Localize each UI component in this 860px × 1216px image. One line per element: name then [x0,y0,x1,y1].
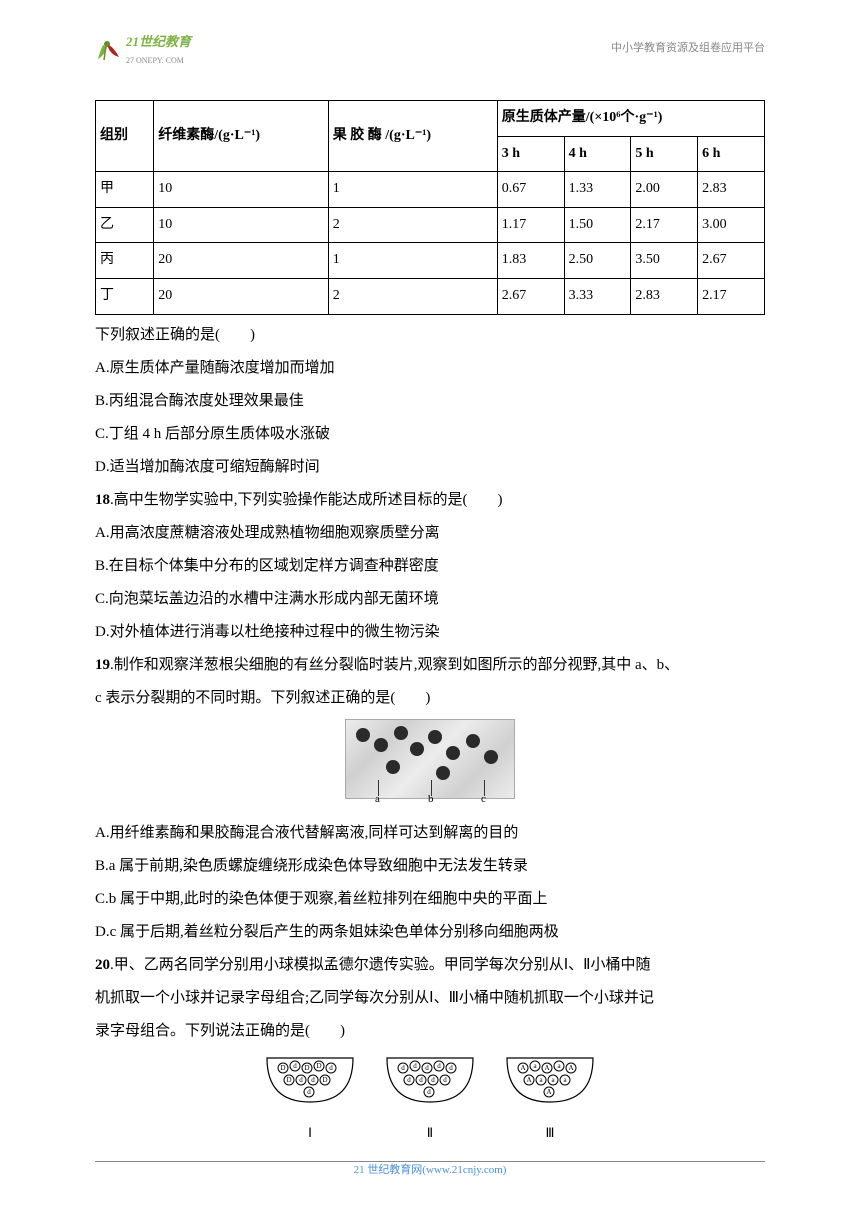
svg-text:D: D [316,1062,321,1070]
q19-stem1: .制作和观察洋葱根尖细胞的有丝分裂临时装片,观察到如图所示的部分视野,其中 a、… [110,657,679,673]
enzyme-table: 组别 纤维素酶/(g·L⁻¹) 果 胶 酶 /(g·L⁻¹) 原生质体产量/(×… [95,100,765,315]
q19-optD: D.c 属于后期,着丝粒分裂后产生的两条姐妹染色单体分别移向细胞两极 [95,916,765,949]
svg-text:d: d [425,1064,429,1072]
svg-text:A: A [546,1088,551,1096]
subcol-4h: 4 h [564,136,631,172]
svg-text:d: d [307,1088,311,1096]
img-label-a: a [375,787,380,811]
svg-text:d: d [431,1076,435,1084]
q18-optC: C.向泡菜坛盖边沿的水槽中注满水形成内部无菌环境 [95,583,765,616]
svg-text:d: d [311,1076,315,1084]
svg-text:d: d [293,1062,297,1070]
q18-optA: A.用高浓度蔗糖溶液处理成熟植物细胞观察质壁分离 [95,517,765,550]
svg-text:a: a [551,1076,555,1084]
img-label-b: b [428,787,434,811]
svg-text:d: d [449,1064,453,1072]
table-row: 乙 10 2 1.17 1.50 2.17 3.00 [96,207,765,243]
svg-text:d: d [419,1076,423,1084]
q19-stem2: c 表示分裂期的不同时期。下列叙述正确的是( ) [95,682,765,715]
q19-number: 19 [95,657,110,673]
table-row: 甲 10 1 0.67 1.33 2.00 2.83 [96,172,765,208]
bucket-1-icon: D d D D d D d d D d [265,1056,355,1104]
q18-number: 18 [95,492,110,508]
page-footer: 21 世纪教育网(www.21cnjy.com) [0,1160,860,1181]
svg-text:d: d [329,1064,333,1072]
bucket-2-label: Ⅱ [385,1119,475,1148]
svg-text:d: d [407,1076,411,1084]
q18-stem: .高中生物学实验中,下列实验操作能达成所述目标的是( ) [110,492,503,508]
subcol-6h: 6 h [698,136,765,172]
svg-text:d: d [427,1088,431,1096]
subcol-5h: 5 h [631,136,698,172]
content-body: 组别 纤维素酶/(g·L⁻¹) 果 胶 酶 /(g·L⁻¹) 原生质体产量/(×… [95,100,765,1147]
subcol-3h: 3 h [497,136,564,172]
logo-text: 21世纪教育 [126,30,191,55]
q17-optD: D.适当增加酶浓度可缩短酶解时间 [95,451,765,484]
svg-text:A: A [544,1064,549,1072]
question-20: 20.甲、乙两名同学分别用小球模拟孟德尔遗传实验。甲同学每次分别从Ⅰ、Ⅱ小桶中随… [95,949,765,1148]
svg-text:a: a [533,1062,537,1070]
logo: 21世纪教育 27 ONEPY. COM [95,30,191,68]
svg-text:D: D [280,1064,285,1072]
q18-optB: B.在目标个体集中分布的区域划定样方调查种群密度 [95,550,765,583]
logo-icon [95,37,123,61]
bucket-3-label: Ⅲ [505,1119,595,1148]
question-19: 19.制作和观察洋葱根尖细胞的有丝分裂临时装片,观察到如图所示的部分视野,其中 … [95,649,765,949]
svg-text:a: a [563,1076,567,1084]
question-17-tail: 下列叙述正确的是( ) A.原生质体产量随酶浓度增加而增加 B.丙组混合酶浓度处… [95,319,765,484]
col-group: 组别 [96,101,154,172]
svg-text:A: A [568,1064,573,1072]
q19-optA: A.用纤维素酶和果胶酶混合液代替解离液,同样可达到解离的目的 [95,817,765,850]
bucket-2-icon: d d d d d d d d d d [385,1056,475,1104]
q17-optA: A.原生质体产量随酶浓度增加而增加 [95,352,765,385]
header-right-text: 中小学教育资源及组卷应用平台 [611,38,765,59]
question-18: 18.高中生物学实验中,下列实验操作能达成所述目标的是( ) A.用高浓度蔗糖溶… [95,484,765,649]
table-row: 丁 20 2 2.67 3.33 2.83 2.17 [96,278,765,314]
svg-text:A: A [526,1076,531,1084]
q20-number: 20 [95,957,110,973]
bucket-1-label: Ⅰ [265,1119,355,1148]
bucket-diagram: D d D D d D d d D d Ⅰ [95,1056,765,1148]
microscopy-image: a b c [345,719,515,799]
q17-optB: B.丙组混合酶浓度处理效果最佳 [95,385,765,418]
table-row: 丙 20 1 1.83 2.50 3.50 2.67 [96,243,765,279]
svg-text:D: D [286,1076,291,1084]
svg-text:a: a [539,1076,543,1084]
svg-text:d: d [413,1062,417,1070]
q20-stem1: .甲、乙两名同学分别用小球模拟孟德尔遗传实验。甲同学每次分别从Ⅰ、Ⅱ小桶中随 [110,957,651,973]
col-yield: 原生质体产量/(×10⁶个·g⁻¹) [497,101,764,137]
col-pectinase: 果 胶 酶 /(g·L⁻¹) [328,101,497,172]
q18-optD: D.对外植体进行消毒以杜绝接种过程中的微生物污染 [95,616,765,649]
svg-text:A: A [520,1064,525,1072]
q20-stem2: 机抓取一个小球并记录字母组合;乙同学每次分别从Ⅰ、Ⅲ小桶中随机抓取一个小球并记 [95,982,765,1015]
logo-subtext: 27 ONEPY. COM [126,53,191,68]
q19-optB: B.a 属于前期,染色质螺旋缠绕形成染色体导致细胞中无法发生转录 [95,850,765,883]
svg-text:a: a [557,1062,561,1070]
q17-optC: C.丁组 4 h 后部分原生质体吸水涨破 [95,418,765,451]
q17-prompt: 下列叙述正确的是( ) [95,319,765,352]
svg-text:d: d [401,1064,405,1072]
q20-stem3: 录字母组合。下列说法正确的是( ) [95,1015,765,1048]
svg-text:D: D [322,1076,327,1084]
col-cellulase: 纤维素酶/(g·L⁻¹) [154,101,329,172]
svg-text:d: d [299,1076,303,1084]
svg-text:D: D [304,1064,309,1072]
svg-text:d: d [443,1076,447,1084]
bucket-3-icon: A a A a A A a a a A [505,1056,595,1104]
svg-text:d: d [437,1062,441,1070]
page-header: 21世纪教育 27 ONEPY. COM 中小学教育资源及组卷应用平台 [95,30,765,68]
q19-optC: C.b 属于中期,此时的染色体便于观察,着丝粒排列在细胞中央的平面上 [95,883,765,916]
img-label-c: c [481,787,486,811]
